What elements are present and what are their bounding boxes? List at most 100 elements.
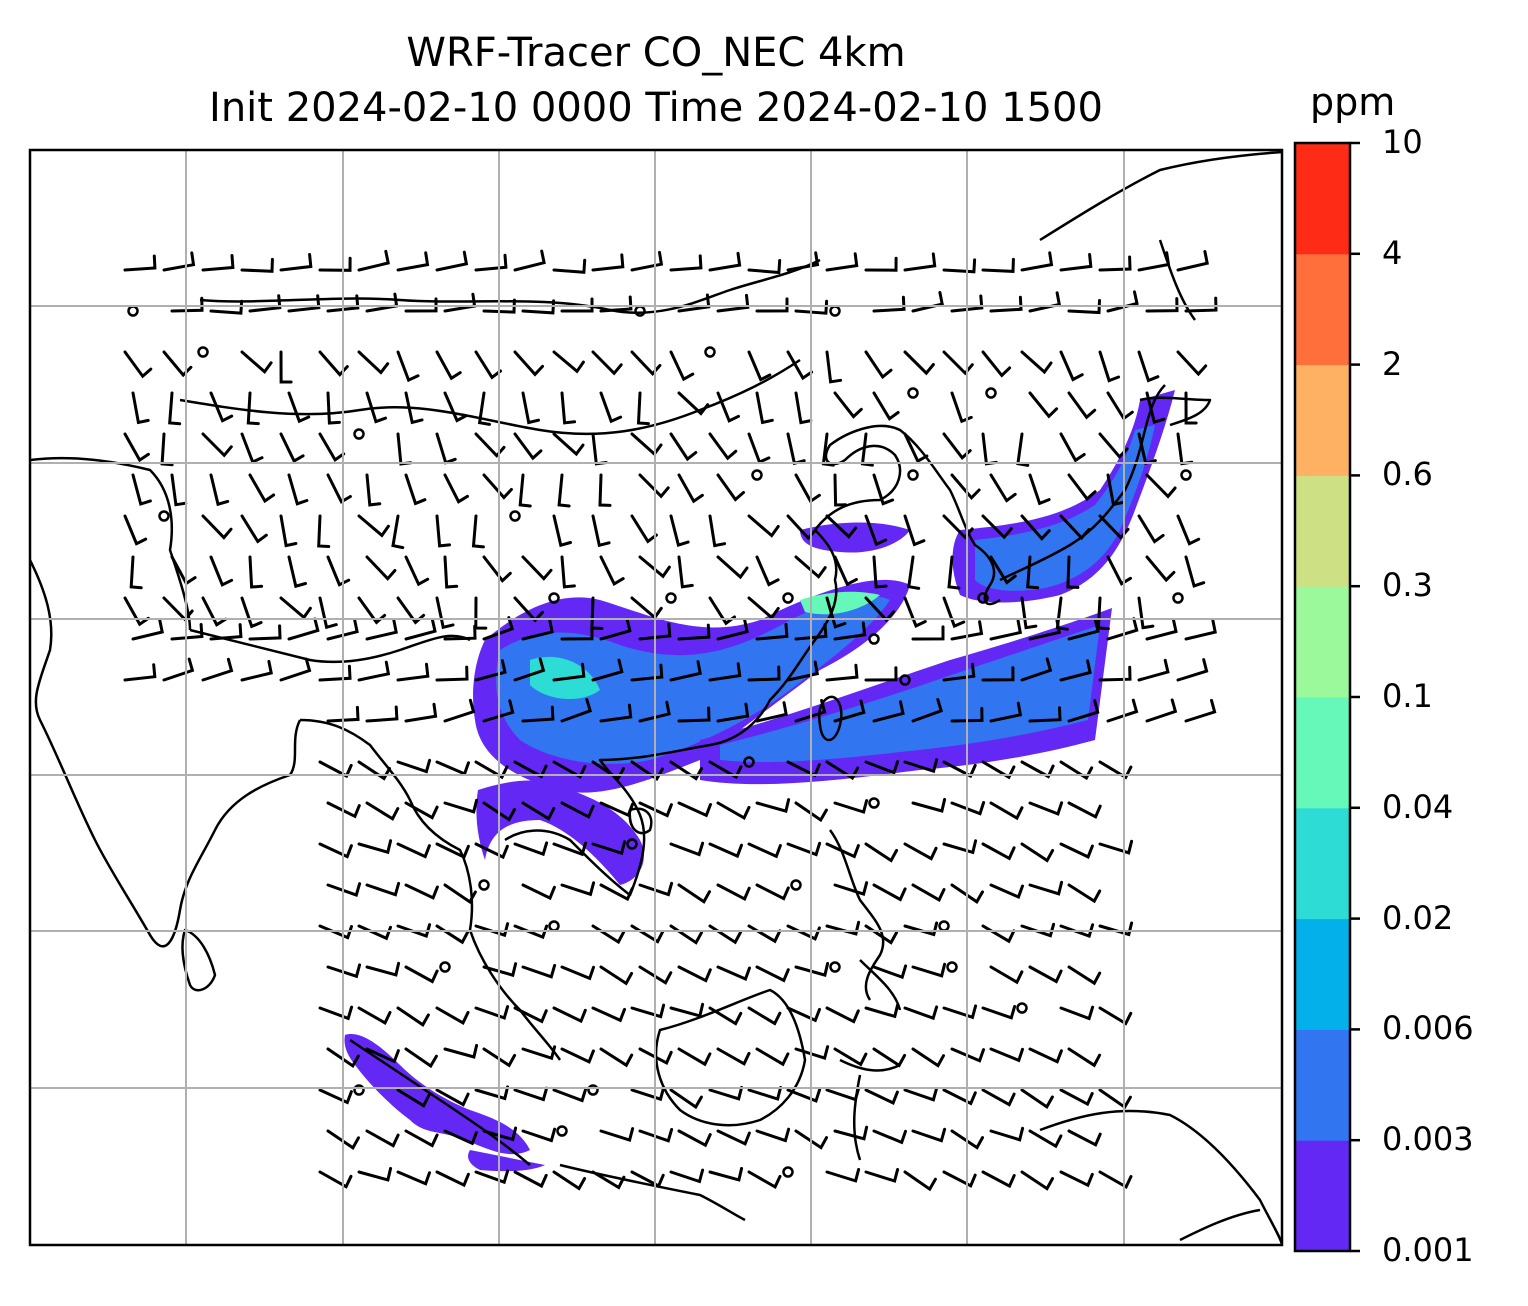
wind-barb: [443, 798, 479, 814]
coastline-australia: [1179, 1208, 1261, 1242]
wind-barb: [1059, 1170, 1094, 1188]
wind-barb: [989, 801, 1024, 821]
wind-barb: [903, 432, 929, 464]
wind-barb: [1098, 760, 1133, 780]
wind-barb: [747, 924, 782, 944]
wind-barb: [396, 432, 413, 466]
wind-barb: [1020, 1170, 1054, 1191]
wind-barb: [1020, 1088, 1054, 1110]
wind-barb: [942, 1088, 977, 1106]
wind-barb: [794, 801, 828, 823]
wind-barb: [591, 924, 626, 945]
wind-barb: [825, 350, 843, 384]
wind-barb: [630, 350, 662, 377]
wind-barb: [170, 623, 204, 641]
wind-barb: [591, 840, 627, 856]
wind-barb: [1098, 1088, 1132, 1110]
wind-barb: [435, 250, 469, 272]
wind-barb: [513, 1170, 548, 1189]
wind-barb: [794, 1045, 830, 1061]
wind-barb: [552, 432, 585, 457]
wind-barb: [708, 760, 743, 780]
wind-barb: [474, 1005, 510, 1020]
wind-barb: [1145, 555, 1176, 583]
wind-barb: [240, 659, 273, 682]
coastline-srilanka: [181, 928, 217, 992]
wind-barb: [482, 962, 518, 978]
wind-barb: [318, 842, 353, 859]
wind-barb: [287, 617, 320, 641]
wind-barb: [396, 923, 432, 938]
wind-barb: [825, 596, 847, 629]
wind-barb: [1106, 555, 1132, 586]
wind-barb: [560, 297, 594, 313]
wind-barb: [1066, 555, 1080, 589]
wind-barb: [630, 1086, 666, 1102]
wind-barb: [123, 432, 150, 463]
wind-barb: [677, 555, 694, 589]
wind-barb: [747, 259, 782, 275]
calm-marker: [587, 1084, 599, 1096]
wind-barb: [794, 962, 830, 977]
wind-barb: [716, 801, 751, 821]
wind-barb: [1028, 291, 1062, 313]
wind-barb: [950, 706, 984, 723]
wind-barb: [357, 514, 390, 538]
wind-barb: [747, 1006, 782, 1026]
wind-barb: [677, 801, 712, 818]
wind-barb: [669, 350, 695, 382]
wind-barb: [560, 625, 594, 641]
wind-barb: [981, 257, 1015, 273]
wind-barb: [1059, 350, 1084, 382]
wind-barb: [365, 705, 399, 723]
wind-barb: [552, 1087, 588, 1103]
wind-barb: [443, 883, 477, 905]
wind-barb: [903, 1086, 939, 1102]
wind-barb: [404, 883, 439, 900]
wind-barb: [1020, 350, 1053, 375]
wind-barb: [1176, 250, 1209, 272]
wind-barb: [864, 760, 900, 775]
wind-barb: [786, 251, 820, 272]
wind-barb: [1106, 698, 1139, 723]
wind-barb: [474, 922, 510, 938]
wind-barb: [404, 391, 424, 425]
wind-barb: [162, 657, 195, 682]
wind-barb: [942, 1170, 977, 1188]
wind-barb: [942, 350, 974, 376]
wind-barb: [326, 473, 352, 504]
wind-barb: [123, 514, 148, 546]
colorbar-segment: [1295, 807, 1350, 920]
wind-barb: [903, 596, 927, 628]
calm-marker: [790, 879, 802, 891]
wind-barb: [677, 623, 711, 641]
wind-barb: [1067, 391, 1097, 420]
wind-barb: [1067, 699, 1100, 723]
calm-marker: [127, 305, 139, 317]
wind-barb: [318, 432, 346, 463]
wind-barb: [123, 254, 157, 272]
coastline-russia-fareast: [1039, 150, 1282, 242]
wind-barb: [591, 1006, 626, 1023]
wind-barb: [162, 350, 193, 378]
wind-barb: [443, 1043, 479, 1059]
wind-barb: [591, 658, 624, 682]
wind-barb: [123, 663, 157, 682]
wind-barb: [326, 963, 362, 979]
wind-barb: [1137, 350, 1160, 383]
wind-barb: [357, 924, 392, 941]
wind-barb: [326, 1129, 360, 1150]
wind-barb: [552, 350, 585, 374]
wind-barb: [1145, 618, 1178, 641]
wind-barb: [1067, 801, 1102, 819]
coastline-sumatra: [349, 1038, 531, 1166]
wind-barb: [435, 596, 455, 630]
wind-barb: [950, 391, 973, 424]
calm-marker: [548, 920, 560, 932]
coastline-north-china-korea: [814, 424, 1001, 606]
wind-barb: [989, 619, 1023, 641]
calm-marker: [829, 305, 841, 317]
calm-marker: [1180, 469, 1192, 481]
wind-barb: [860, 432, 874, 467]
wind-barb: [326, 294, 360, 313]
